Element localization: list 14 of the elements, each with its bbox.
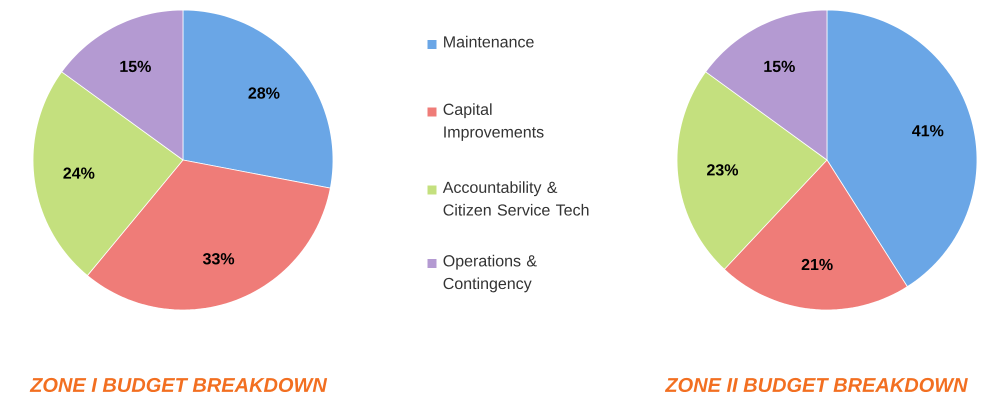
data-label: 15% [120,60,151,72]
legend-label: Capital Improvements [444,103,544,141]
data-label: 21% [802,258,833,270]
data-label: 41% [912,125,944,136]
data-label: 28% [248,87,280,99]
data-label: 23% [707,164,738,176]
text: ZONE II BUDGET BREAKDOWN [664,378,968,392]
legend-label: Maintenance [444,36,534,48]
data-label: 15% [764,60,795,72]
data-label: 24% [63,168,94,179]
text: ZONE I BUDGET BREAKDOWN [30,378,328,392]
data-label: 33% [202,253,234,264]
legend-label: Accountability & Citizen Service Tech [442,181,588,216]
legend-label: Operations & Contingency [444,254,537,292]
